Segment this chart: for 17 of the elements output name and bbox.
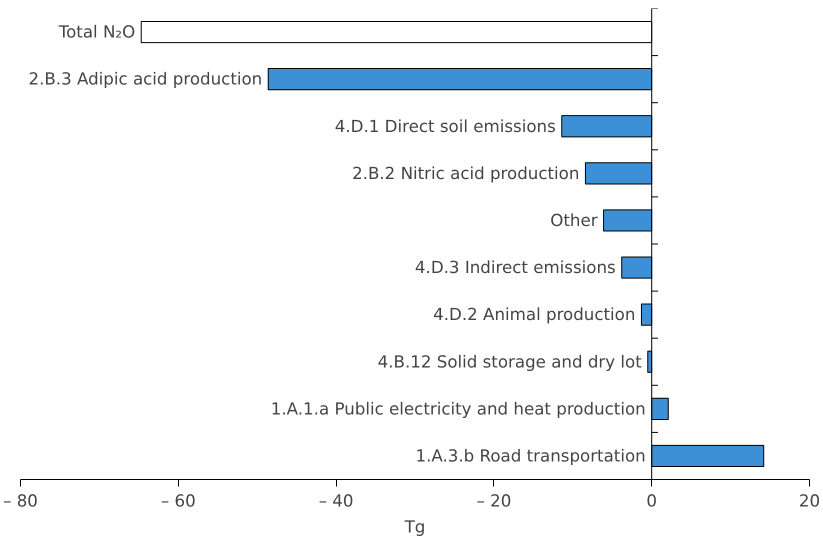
- y-tick-label: 4.D.1 Direct soil emissions: [334, 116, 556, 136]
- x-tick-label: – 60: [160, 492, 196, 510]
- y-tick-label: 4.D.3 Indirect emissions: [414, 258, 616, 278]
- y-tick-label: 4.D.2 Animal production: [433, 305, 636, 324]
- y-tick-label: Total N₂O: [58, 22, 136, 42]
- y-tick-label: 1.A.3.b Road transportation: [415, 446, 646, 466]
- x-axis-title: Tg: [404, 518, 426, 536]
- y-tick-label: 1.A.1.a Public electricity and heat production: [270, 399, 646, 418]
- x-tick-label: – 40: [318, 492, 354, 510]
- y-tick-label: 2.B.3 Adipic acid production: [28, 70, 262, 89]
- x-tick-label: – 80: [3, 492, 38, 510]
- y-tick-label: 4.B.12 Solid storage and dry lot: [378, 352, 642, 372]
- x-tick-label: – 20: [476, 492, 512, 510]
- y-tick-label: 2.B.2 Nitric acid production: [352, 164, 580, 183]
- x-tick-label: 0: [646, 492, 658, 510]
- y-tick-label: Other: [550, 210, 598, 230]
- x-tick-label: 20: [798, 492, 820, 510]
